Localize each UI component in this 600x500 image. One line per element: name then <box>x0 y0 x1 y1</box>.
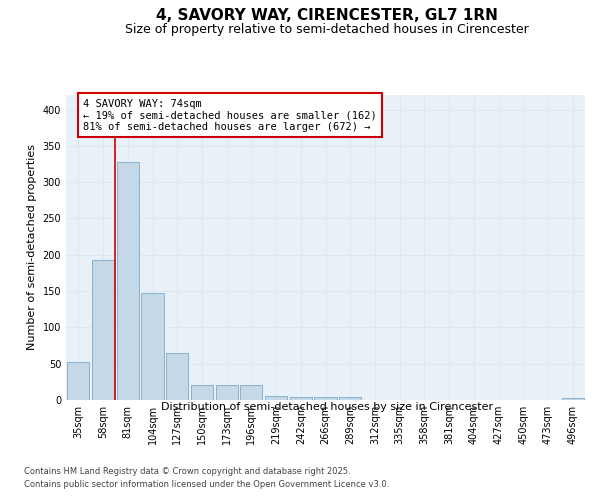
Bar <box>265 396 287 400</box>
Text: Contains HM Land Registry data © Crown copyright and database right 2025.: Contains HM Land Registry data © Crown c… <box>24 468 350 476</box>
Y-axis label: Number of semi-detached properties: Number of semi-detached properties <box>27 144 37 350</box>
Bar <box>562 398 584 400</box>
Text: Contains public sector information licensed under the Open Government Licence v3: Contains public sector information licen… <box>24 480 389 489</box>
Bar <box>191 386 213 400</box>
Bar <box>116 162 139 400</box>
Bar <box>92 260 114 400</box>
Bar <box>339 397 361 400</box>
Bar <box>314 397 337 400</box>
Bar <box>166 353 188 400</box>
Bar <box>67 362 89 400</box>
Bar <box>290 397 312 400</box>
Text: 4, SAVORY WAY, CIRENCESTER, GL7 1RN: 4, SAVORY WAY, CIRENCESTER, GL7 1RN <box>156 8 498 22</box>
Bar <box>215 386 238 400</box>
Bar <box>142 293 164 400</box>
Text: Size of property relative to semi-detached houses in Cirencester: Size of property relative to semi-detach… <box>125 22 529 36</box>
Text: 4 SAVORY WAY: 74sqm
← 19% of semi-detached houses are smaller (162)
81% of semi-: 4 SAVORY WAY: 74sqm ← 19% of semi-detach… <box>83 98 377 132</box>
Text: Distribution of semi-detached houses by size in Cirencester: Distribution of semi-detached houses by … <box>161 402 493 412</box>
Bar <box>240 386 262 400</box>
